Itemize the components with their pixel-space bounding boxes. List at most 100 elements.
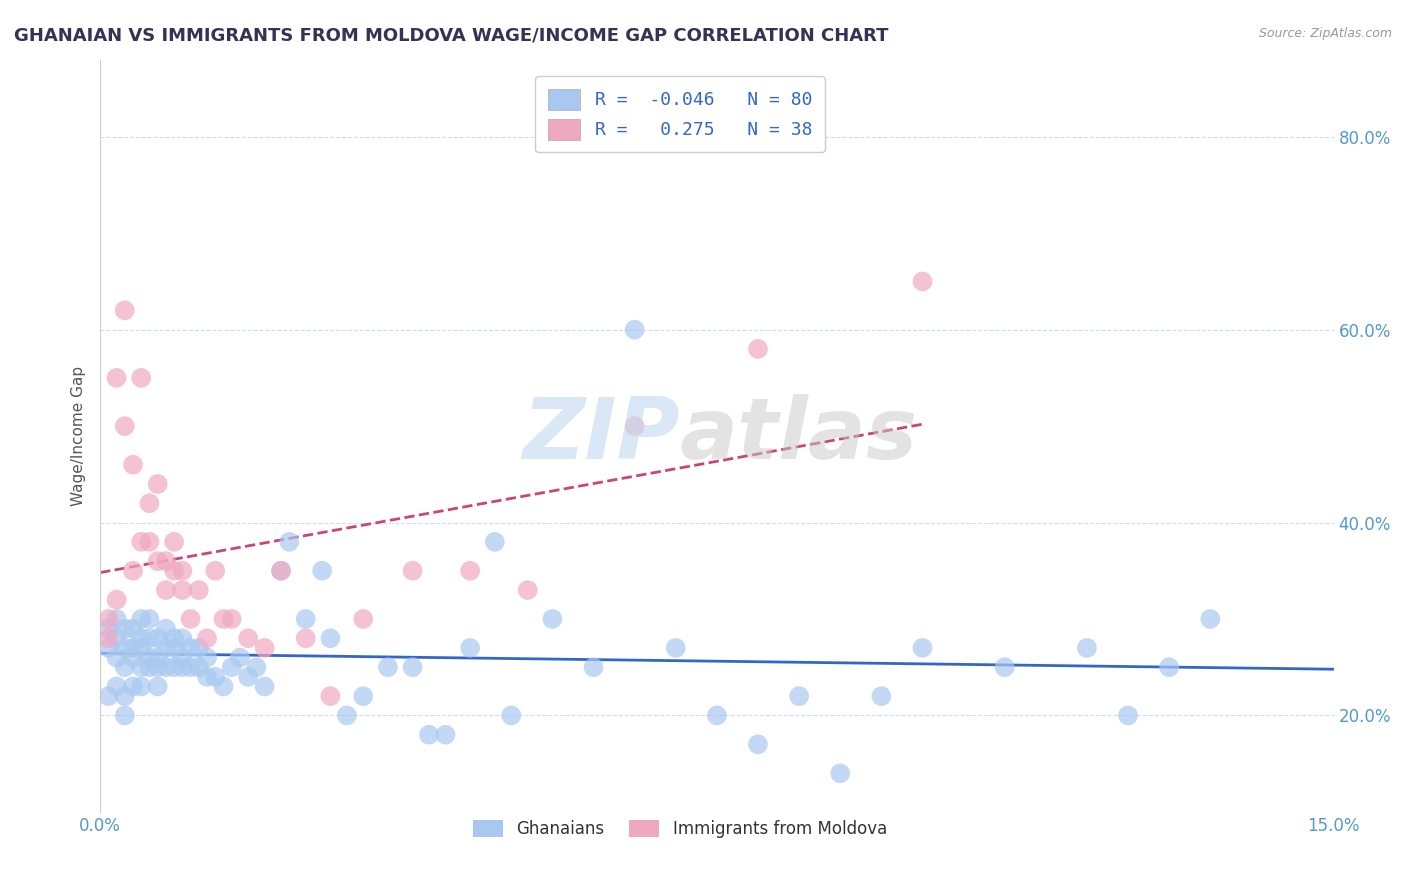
- Point: [155, 640, 177, 655]
- Text: atlas: atlas: [681, 394, 918, 477]
- Text: GHANAIAN VS IMMIGRANTS FROM MOLDOVA WAGE/INCOME GAP CORRELATION CHART: GHANAIAN VS IMMIGRANTS FROM MOLDOVA WAGE…: [14, 27, 889, 45]
- Point: [278, 534, 301, 549]
- Point: [747, 737, 769, 751]
- Point: [311, 564, 333, 578]
- Point: [212, 680, 235, 694]
- Text: ZIP: ZIP: [522, 394, 681, 477]
- Point: [187, 660, 209, 674]
- Point: [122, 458, 145, 472]
- Point: [501, 708, 523, 723]
- Point: [114, 303, 136, 318]
- Point: [434, 728, 457, 742]
- Point: [163, 564, 186, 578]
- Point: [138, 534, 160, 549]
- Point: [138, 612, 160, 626]
- Point: [129, 371, 152, 385]
- Point: [155, 582, 177, 597]
- Point: [122, 680, 145, 694]
- Point: [114, 640, 136, 655]
- Point: [105, 650, 128, 665]
- Point: [172, 632, 194, 646]
- Point: [114, 660, 136, 674]
- Point: [180, 640, 202, 655]
- Point: [236, 670, 259, 684]
- Point: [163, 640, 186, 655]
- Point: [870, 689, 893, 703]
- Point: [187, 582, 209, 597]
- Point: [97, 632, 120, 646]
- Point: [319, 632, 342, 646]
- Point: [665, 640, 688, 655]
- Point: [163, 660, 186, 674]
- Point: [129, 632, 152, 646]
- Point: [122, 650, 145, 665]
- Point: [352, 689, 374, 703]
- Point: [352, 612, 374, 626]
- Point: [1076, 640, 1098, 655]
- Point: [163, 632, 186, 646]
- Point: [180, 660, 202, 674]
- Point: [155, 622, 177, 636]
- Point: [114, 689, 136, 703]
- Point: [105, 680, 128, 694]
- Point: [377, 660, 399, 674]
- Point: [458, 564, 481, 578]
- Point: [114, 708, 136, 723]
- Point: [401, 660, 423, 674]
- Text: Source: ZipAtlas.com: Source: ZipAtlas.com: [1258, 27, 1392, 40]
- Point: [155, 554, 177, 568]
- Point: [245, 660, 267, 674]
- Point: [204, 670, 226, 684]
- Legend: Ghanaians, Immigrants from Moldova: Ghanaians, Immigrants from Moldova: [467, 814, 894, 845]
- Point: [195, 632, 218, 646]
- Point: [138, 496, 160, 510]
- Point: [195, 650, 218, 665]
- Point: [146, 680, 169, 694]
- Point: [138, 650, 160, 665]
- Point: [541, 612, 564, 626]
- Point: [114, 419, 136, 434]
- Point: [163, 534, 186, 549]
- Point: [623, 323, 645, 337]
- Point: [418, 728, 440, 742]
- Point: [105, 371, 128, 385]
- Point: [97, 612, 120, 626]
- Point: [221, 660, 243, 674]
- Point: [1116, 708, 1139, 723]
- Point: [105, 612, 128, 626]
- Y-axis label: Wage/Income Gap: Wage/Income Gap: [72, 366, 86, 506]
- Point: [138, 632, 160, 646]
- Point: [129, 660, 152, 674]
- Point: [172, 564, 194, 578]
- Point: [582, 660, 605, 674]
- Point: [180, 612, 202, 626]
- Point: [105, 592, 128, 607]
- Point: [97, 640, 120, 655]
- Point: [270, 564, 292, 578]
- Point: [911, 640, 934, 655]
- Point: [97, 689, 120, 703]
- Point: [195, 670, 218, 684]
- Point: [401, 564, 423, 578]
- Point: [270, 564, 292, 578]
- Point: [994, 660, 1017, 674]
- Point: [294, 612, 316, 626]
- Point: [221, 612, 243, 626]
- Point: [623, 419, 645, 434]
- Point: [336, 708, 359, 723]
- Point: [146, 477, 169, 491]
- Point: [172, 582, 194, 597]
- Point: [129, 680, 152, 694]
- Point: [122, 564, 145, 578]
- Point: [146, 650, 169, 665]
- Point: [172, 660, 194, 674]
- Point: [129, 612, 152, 626]
- Point: [1159, 660, 1181, 674]
- Point: [294, 632, 316, 646]
- Point: [105, 632, 128, 646]
- Point: [122, 622, 145, 636]
- Point: [830, 766, 852, 780]
- Point: [146, 554, 169, 568]
- Point: [155, 660, 177, 674]
- Point: [458, 640, 481, 655]
